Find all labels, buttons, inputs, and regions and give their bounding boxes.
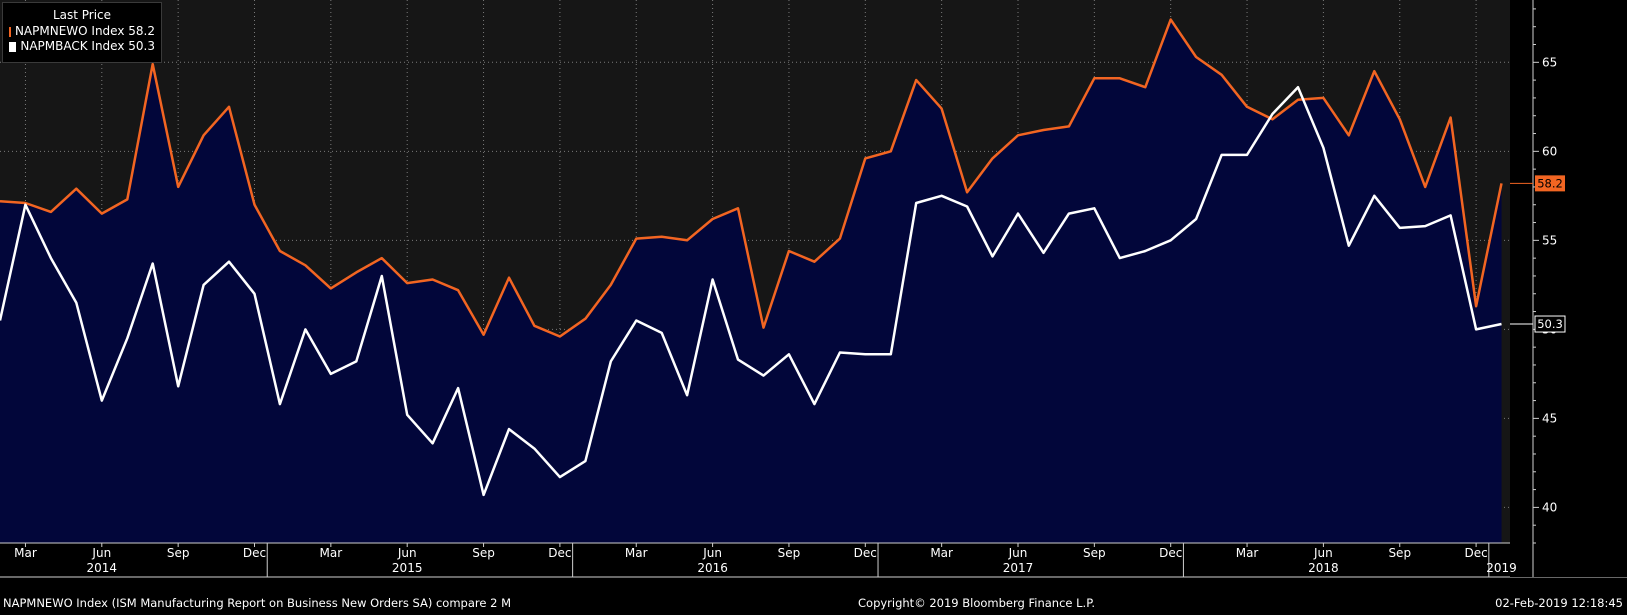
- x-tick-label: Dec: [548, 546, 571, 560]
- y-tick-label: 45: [1542, 411, 1557, 425]
- y-tick-label: 40: [1542, 500, 1557, 514]
- legend-label: NAPMNEWO Index: [14, 24, 125, 38]
- footer-copyright: Copyright© 2019 Bloomberg Finance L.P.: [858, 596, 1095, 610]
- last-value-box: [1535, 175, 1565, 192]
- x-year-label: 2016: [697, 561, 728, 575]
- x-tick-label: Sep: [472, 546, 495, 560]
- legend-value: 58.2: [128, 24, 155, 38]
- footer-security-description: NAPMNEWO Index (ISM Manufacturing Report…: [3, 596, 511, 610]
- x-tick-label: Dec: [243, 546, 266, 560]
- legend-label: NAPMBACK Index: [20, 39, 125, 53]
- x-year-label: 2014: [87, 561, 118, 575]
- x-axis-band: [0, 543, 1627, 577]
- x-year-label: 2017: [1003, 561, 1034, 575]
- x-tick-label: Sep: [778, 546, 801, 560]
- x-tick-label: Sep: [167, 546, 190, 560]
- y-tick-label: 55: [1542, 233, 1557, 247]
- legend-item-napmback: NAPMBACK Index 50.3: [9, 39, 155, 54]
- x-tick-label: Jun: [91, 546, 111, 560]
- x-tick-label: Jun: [702, 546, 722, 560]
- y-tick-label: 65: [1542, 55, 1557, 69]
- x-tick-label: Dec: [1159, 546, 1182, 560]
- x-tick-label: Mar: [1236, 546, 1259, 560]
- last-value-label: 50.3: [1537, 317, 1563, 331]
- y-tick-label: 60: [1542, 144, 1557, 158]
- x-tick-label: Sep: [1388, 546, 1411, 560]
- legend-item-napmnewo: NAPMNEWO Index 58.2: [9, 24, 155, 39]
- axes: 404550556065MarJunSepDecMarJunSepDecMarJ…: [0, 0, 1627, 578]
- footer-timestamp: 02-Feb-2019 12:18:45: [1495, 596, 1623, 610]
- legend-swatch-white: [9, 41, 17, 52]
- series-line-napmnewo: [0, 18, 1503, 338]
- last-value-label: 58.2: [1537, 176, 1563, 190]
- legend-swatch-orange: [9, 26, 11, 37]
- area-fill: [0, 19, 1502, 566]
- x-tick-label: Jun: [1313, 546, 1333, 560]
- x-year-label: 2015: [392, 561, 423, 575]
- x-tick-label: Mar: [930, 546, 953, 560]
- x-year-label: 2018: [1308, 561, 1339, 575]
- x-tick-label: Mar: [625, 546, 648, 560]
- x-tick-label: Sep: [1083, 546, 1106, 560]
- legend: Last Price NAPMNEWO Index 58.2 NAPMBACK …: [2, 2, 162, 63]
- x-tick-label: Jun: [1008, 546, 1028, 560]
- series-line-napmback: [0, 85, 1502, 497]
- x-tick-label: Mar: [14, 546, 37, 560]
- x-tick-label: Mar: [320, 546, 343, 560]
- series-lines: [0, 18, 1503, 497]
- y-axis-band: [1510, 0, 1627, 577]
- area-napmnewo: [0, 19, 1502, 566]
- legend-title: Last Price: [52, 8, 112, 22]
- x-tick-label: Dec: [1464, 546, 1487, 560]
- x-year-label: 2019: [1486, 561, 1517, 575]
- last-value-box: [1534, 315, 1566, 333]
- x-tick-label: Dec: [854, 546, 877, 560]
- legend-value: 50.3: [128, 39, 155, 53]
- x-tick-label: Jun: [397, 546, 417, 560]
